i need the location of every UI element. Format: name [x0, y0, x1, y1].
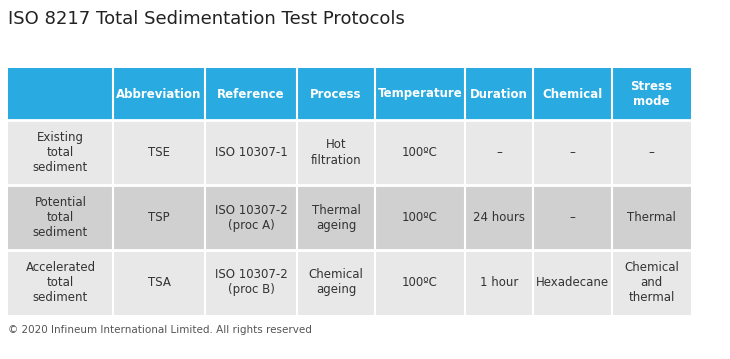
Text: Temperature: Temperature [377, 88, 462, 101]
Text: Accelerated
total
sediment: Accelerated total sediment [26, 261, 96, 304]
Text: Hexadecane: Hexadecane [536, 276, 609, 289]
Bar [612, 120, 691, 185]
Bar [297, 250, 375, 315]
Text: Potential
total
sediment: Potential total sediment [33, 196, 88, 239]
Bar [8, 250, 113, 315]
Bar [8, 120, 113, 185]
Bar [533, 120, 612, 185]
Text: ISO 10307-2
(proc A): ISO 10307-2 (proc A) [215, 204, 288, 232]
Text: 100ºC: 100ºC [402, 211, 438, 224]
Text: Reference: Reference [218, 88, 285, 101]
Bar [205, 120, 297, 185]
Bar [113, 68, 205, 120]
Text: Chemical
and
thermal: Chemical and thermal [624, 261, 679, 304]
Bar [465, 120, 533, 185]
Bar [612, 250, 691, 315]
Text: Stress
mode: Stress mode [631, 80, 672, 108]
Text: Chemical
ageing: Chemical ageing [309, 269, 364, 297]
Bar [297, 185, 375, 250]
Text: Existing
total
sediment: Existing total sediment [33, 131, 88, 174]
Bar [465, 185, 533, 250]
Bar [205, 185, 297, 250]
Text: Chemical: Chemical [542, 88, 603, 101]
Bar [375, 120, 465, 185]
Text: Thermal: Thermal [627, 211, 676, 224]
Bar [113, 250, 205, 315]
Bar [533, 185, 612, 250]
Text: ISO 8217 Total Sedimentation Test Protocols: ISO 8217 Total Sedimentation Test Protoc… [8, 10, 405, 28]
Text: 100ºC: 100ºC [402, 276, 438, 289]
Bar [465, 68, 533, 120]
Bar [8, 185, 113, 250]
Bar [375, 185, 465, 250]
Bar [612, 185, 691, 250]
Text: TSP: TSP [148, 211, 170, 224]
Text: ISO 10307-2
(proc B): ISO 10307-2 (proc B) [215, 269, 288, 297]
Text: TSE: TSE [148, 146, 170, 159]
Bar [465, 250, 533, 315]
Bar [113, 120, 205, 185]
Text: –: – [648, 146, 654, 159]
Text: 1 hour: 1 hour [480, 276, 518, 289]
Text: 24 hours: 24 hours [473, 211, 525, 224]
Text: Process: Process [310, 88, 362, 101]
Bar [533, 68, 612, 120]
Bar [8, 68, 113, 120]
Bar [533, 250, 612, 315]
Text: Thermal
ageing: Thermal ageing [312, 204, 361, 232]
Text: –: – [569, 146, 575, 159]
Bar [205, 250, 297, 315]
Text: 100ºC: 100ºC [402, 146, 438, 159]
Text: TSA: TSA [147, 276, 170, 289]
Bar [205, 68, 297, 120]
Text: –: – [569, 211, 575, 224]
Bar [612, 68, 691, 120]
Text: –: – [496, 146, 502, 159]
Text: Hot
filtration: Hot filtration [311, 139, 361, 167]
Bar [375, 68, 465, 120]
Bar [297, 120, 375, 185]
Bar [113, 185, 205, 250]
Text: © 2020 Infineum International Limited. All rights reserved: © 2020 Infineum International Limited. A… [8, 325, 312, 335]
Text: Abbreviation: Abbreviation [116, 88, 201, 101]
Bar [375, 250, 465, 315]
Text: ISO 10307-1: ISO 10307-1 [215, 146, 288, 159]
Bar [297, 68, 375, 120]
Text: Duration: Duration [470, 88, 528, 101]
